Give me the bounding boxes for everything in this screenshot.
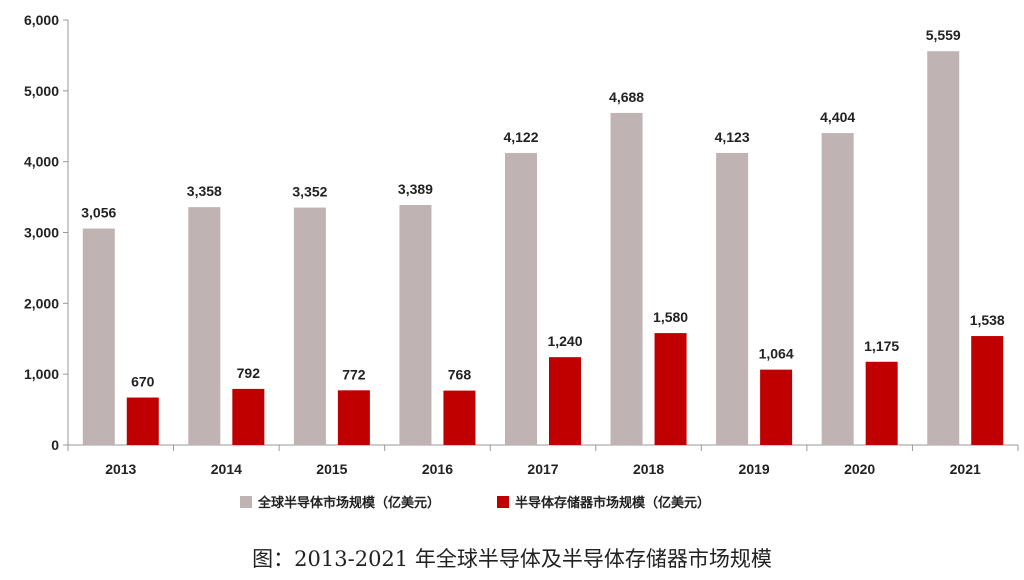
bar-2 (443, 390, 476, 445)
legend-swatch (497, 496, 509, 508)
data-label: 792 (237, 365, 261, 381)
y-tick-label: 5,000 (24, 83, 59, 99)
y-tick-label: 1,000 (24, 366, 59, 382)
data-label: 1,580 (653, 309, 688, 325)
bar-2 (126, 397, 159, 445)
y-tick-label: 3,000 (24, 225, 59, 241)
bar-2 (760, 369, 793, 445)
data-label: 1,538 (970, 312, 1005, 328)
y-tick-label: 2,000 (24, 295, 59, 311)
bar-2 (549, 357, 581, 445)
data-label: 1,064 (759, 346, 794, 362)
data-label: 1,240 (547, 333, 582, 349)
x-tick-label: 2014 (211, 461, 242, 477)
data-label: 3,056 (81, 205, 116, 221)
data-label: 1,175 (864, 338, 899, 354)
x-tick-label: 2018 (633, 461, 664, 477)
y-tick-label: 6,000 (24, 12, 59, 28)
data-label: 4,123 (715, 129, 750, 145)
bar-2 (337, 390, 370, 445)
bar-chart: 0 1,000 2,000 3,000 4,000 5,000 6,000 3,056 670 2… (24, 12, 1019, 511)
x-tick-label: 2019 (739, 461, 770, 477)
y-tick-label: 0 (51, 437, 59, 453)
data-label: 670 (131, 374, 155, 390)
legend-swatch (240, 496, 252, 508)
bar-1 (927, 51, 960, 446)
data-label: 772 (342, 366, 366, 382)
data-label: 4,404 (820, 109, 855, 125)
figure-caption: 图：2013-2021 年全球半导体及半导体存储器市场规模 (252, 547, 772, 571)
data-label: 3,389 (398, 181, 433, 197)
bar-1 (188, 207, 221, 445)
data-label: 3,358 (187, 183, 222, 199)
bar-2 (232, 388, 265, 445)
bar-1 (505, 153, 537, 445)
data-label: 5,559 (926, 27, 961, 43)
bar-2 (654, 333, 687, 445)
legend-label: 全球半导体市场规模（亿美元） (257, 495, 440, 511)
x-tick-label: 2015 (316, 461, 347, 477)
data-label: 4,122 (503, 129, 538, 145)
bar-1 (399, 204, 432, 445)
x-tick-label: 2016 (422, 461, 453, 477)
data-label: 4,688 (609, 89, 644, 105)
chart: 0 1,000 2,000 3,000 4,000 5,000 6,000 3,056 670 2… (24, 12, 1019, 511)
legend-label: 半导体存储器市场规模（亿美元） (515, 495, 710, 511)
bar-1 (821, 133, 854, 446)
bar-1 (610, 112, 643, 445)
x-tick-label: 2013 (105, 461, 136, 477)
y-tick-label: 4,000 (24, 154, 59, 170)
bar-2 (971, 336, 1004, 445)
bar-1 (293, 207, 326, 445)
bar-2 (865, 361, 898, 445)
x-tick-label: 2017 (527, 461, 558, 477)
data-label: 3,352 (292, 184, 327, 200)
x-tick-label: 2021 (950, 461, 981, 477)
bar-1 (716, 152, 749, 445)
data-label: 768 (448, 367, 472, 383)
x-tick-label: 2020 (844, 461, 875, 477)
bar-1 (82, 228, 115, 445)
